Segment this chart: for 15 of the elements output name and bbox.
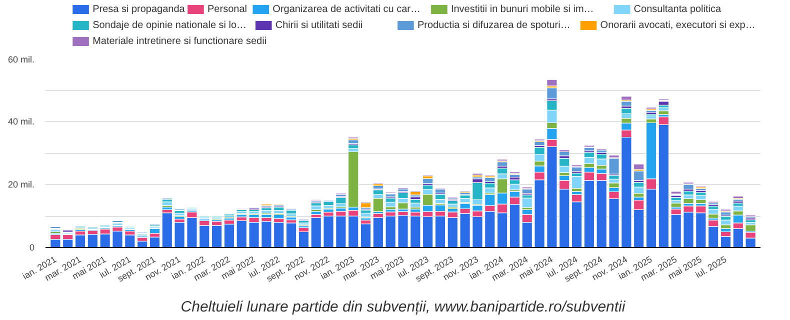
y-tick-label: 20 mil. [8, 180, 35, 190]
text: Cheltuieli lunare partide din subvenții, www.banipartide.ro/subventii [180, 298, 626, 316]
legend-label: Consultanta politica [634, 4, 722, 15]
legend-label: Onorarii avocati, executori si exp… [600, 20, 756, 31]
legend-label: Organizarea de activitati cu car… [272, 4, 421, 15]
legend-label: Investitii in bunuri mobile si im… [450, 4, 594, 15]
y-tick-label: 40 mil. [8, 116, 35, 126]
legend-label: Chirii si utilitati sedii [275, 20, 363, 31]
legend-label: Presa si propaganda [92, 4, 186, 15]
y-tick-label: 0 [29, 242, 35, 252]
legend-label: Personal [208, 4, 247, 15]
legend-label: Sondaje de opinie nationale si lo… [92, 20, 247, 31]
legend-label: Materiale intretinere si functionare sedii [92, 36, 267, 47]
legend-label: Productia si difuzarea de spoturi… [417, 20, 570, 31]
y-tick-label: 60 mil. [8, 54, 35, 64]
